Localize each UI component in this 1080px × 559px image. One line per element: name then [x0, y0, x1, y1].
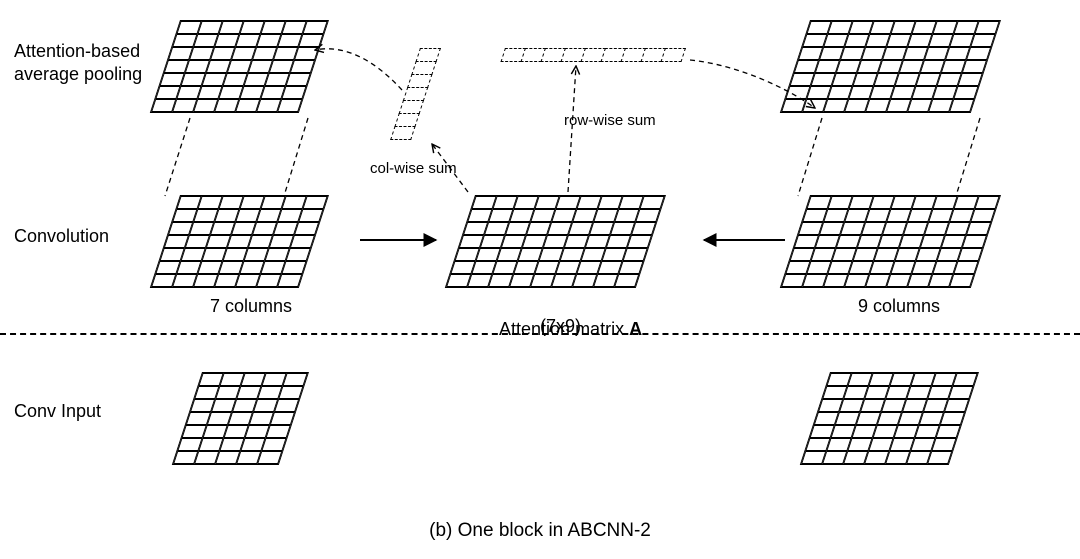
label-colwise-sum: col-wise sum: [370, 160, 457, 177]
grid-bot_right: [830, 372, 979, 465]
dashed-left-top-to-mid-r: [284, 118, 308, 196]
grid-bot_left: [202, 372, 309, 465]
grid-att: [475, 195, 666, 288]
dashed-left-top-to-mid-l: [165, 118, 190, 196]
label-rowwise-sum: row-wise sum: [564, 112, 656, 129]
diagram-stage: Attention-based average pooling Convolut…: [0, 0, 1080, 559]
grid-mid_left: [180, 195, 329, 288]
label-7-columns: 7 columns: [210, 295, 292, 318]
dashed-right-top-to-mid-r: [956, 118, 980, 196]
caption: (b) One block in ABCNN-2: [0, 520, 1080, 542]
label-conv-input: Conv Input: [14, 400, 101, 423]
label-attention-pooling: Attention-based average pooling: [14, 40, 142, 85]
label-convolution: Convolution: [14, 225, 109, 248]
label-9-columns: 9 columns: [858, 295, 940, 318]
grid-top_left: [180, 20, 329, 113]
vector-row_vec: [505, 48, 685, 61]
vector-col_vec: [420, 48, 440, 139]
section-divider: [0, 333, 1080, 335]
grid-top_right: [810, 20, 1001, 113]
grid-mid_right: [810, 195, 1001, 288]
dashed-right-top-to-mid-l: [798, 118, 822, 196]
dashed-arrow-att-to-rowvec: [568, 66, 576, 192]
label-attention-matrix-A: A: [629, 319, 642, 339]
